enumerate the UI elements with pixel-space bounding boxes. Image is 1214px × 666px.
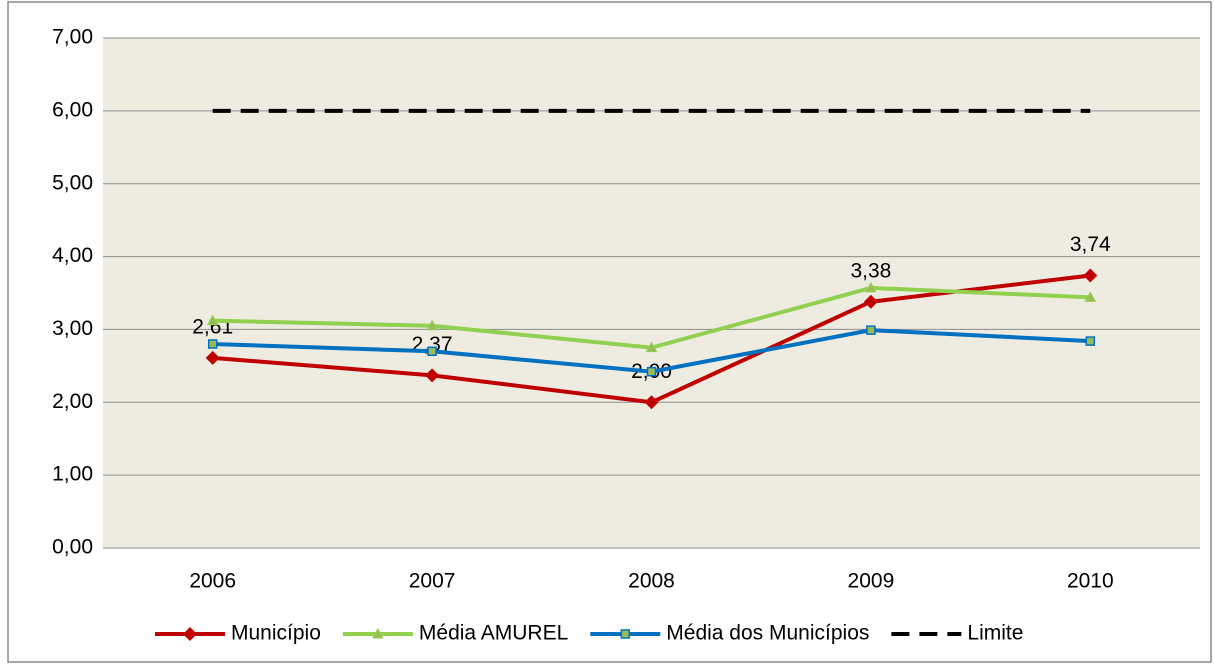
marker — [645, 341, 658, 353]
legend-marker — [620, 629, 631, 639]
marker — [207, 339, 218, 349]
data-label: 3,74 — [1070, 233, 1111, 256]
marker — [1083, 268, 1098, 283]
y-tick-label: 3,00 — [52, 317, 93, 340]
y-tick-label: 7,00 — [52, 26, 93, 49]
legend-label: Média dos Municípios — [666, 622, 869, 645]
legend-marker — [183, 627, 197, 641]
marker — [427, 346, 437, 357]
y-tick-label: 2,00 — [52, 390, 93, 413]
marker — [866, 325, 876, 335]
marker — [1085, 336, 1096, 346]
data-label: 3,38 — [850, 259, 891, 282]
marker — [644, 395, 659, 410]
y-tick-label: 0,00 — [52, 536, 93, 559]
legend-label: Média AMUREL — [419, 622, 568, 645]
legend-label: Município — [231, 622, 321, 645]
marker — [426, 319, 438, 331]
marker — [425, 368, 440, 383]
legend-label: Limite — [967, 622, 1023, 645]
x-tick-label: 2007 — [409, 570, 456, 593]
plot-area — [103, 38, 1200, 548]
y-tick-label: 4,00 — [52, 244, 93, 267]
y-tick-label: 1,00 — [52, 463, 93, 486]
marker — [863, 294, 878, 309]
marker — [865, 281, 877, 293]
x-tick-label: 2010 — [1067, 570, 1114, 593]
marker — [206, 314, 219, 326]
marker — [205, 350, 220, 365]
marker — [1084, 291, 1097, 302]
y-tick-label: 5,00 — [52, 171, 93, 194]
x-tick-label: 2009 — [848, 570, 895, 593]
legend-marker — [372, 627, 384, 639]
y-tick-label: 6,00 — [52, 98, 93, 121]
marker — [646, 366, 657, 377]
x-tick-label: 2006 — [189, 570, 236, 593]
x-tick-label: 2008 — [628, 570, 675, 593]
